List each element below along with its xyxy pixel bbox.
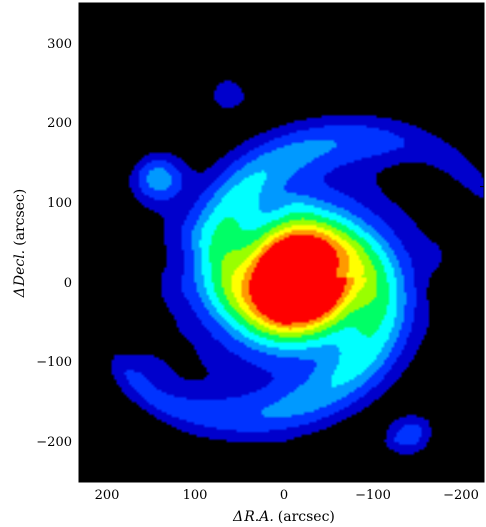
y-axis-label: ΔDecl.(arcsec): [12, 189, 28, 299]
y-tick-label: −100: [36, 355, 72, 370]
x-tick-label: 100: [183, 488, 208, 503]
axis-ticks: [79, 3, 484, 482]
y-tick-label: 300: [47, 37, 72, 52]
x-tick-label: 200: [95, 488, 120, 503]
galaxy-emission-map: [79, 3, 484, 482]
emission-contour-fill: [79, 3, 484, 482]
x-axis-label: ΔR.A. (arcsec): [232, 509, 335, 525]
y-tick-labels: −200 −100 0 100 200 300: [36, 37, 72, 450]
y-tick-label: 0: [64, 276, 72, 291]
x-tick-labels: 200 100 0 −100 −200: [95, 488, 479, 503]
x-tick-label: −200: [443, 488, 479, 503]
x-tick-label: 0: [280, 488, 288, 503]
y-tick-label: 100: [47, 196, 72, 211]
y-tick-label: 200: [47, 116, 72, 131]
x-tick-label: −100: [355, 488, 391, 503]
y-tick-label: −200: [36, 435, 72, 450]
